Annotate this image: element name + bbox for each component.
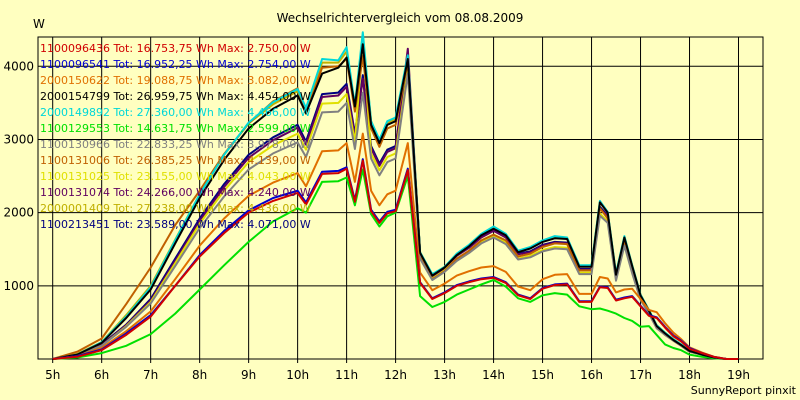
series-line: [52, 159, 739, 360]
legend-entry: 1100131025 Tot: 23.155,00 Wh Max: 4.043,…: [40, 170, 311, 183]
legend-entry: 2000001409 Tot: 27.238,00 Wh Max: 4.436,…: [40, 202, 311, 215]
legend-entry: 1100131074 Tot: 24.266,00 Wh Max: 4.240,…: [40, 186, 311, 199]
x-tick-label: 8h: [192, 368, 207, 382]
x-tick-label: 17h: [629, 368, 652, 382]
series-line: [52, 72, 739, 360]
x-tick-label: 16h: [580, 368, 603, 382]
x-tick-label: 9h: [241, 368, 256, 382]
x-tick-label: 19h: [727, 368, 750, 382]
axis-ticks: 1000 2000 3000 4000 5h 6h 7h 8h 9h 10h 11h 12h 13h 14…: [3, 59, 749, 382]
legend-entry: 2000154799 Tot: 26.959,75 Wh Max: 4.454,…: [40, 90, 311, 103]
legend-entry: 1100213451 Tot: 23.589,00 Wh Max: 4.071,…: [40, 218, 311, 231]
legend-entry: 1100131006 Tot: 26.385,25 Wh Max: 4.139,…: [40, 154, 311, 167]
series-line: [52, 132, 739, 360]
y-tick-label: 4000: [3, 59, 34, 73]
legend: 1100096436 Tot: 16.753,75 Wh Max: 2.750,…: [40, 42, 311, 231]
x-tick-label: 15h: [531, 368, 554, 382]
x-tick-label: 6h: [94, 368, 109, 382]
x-tick-label: 14h: [482, 368, 505, 382]
legend-entry: 1100130966 Tot: 22.833,25 Wh Max: 3.978,…: [40, 138, 311, 151]
x-tick-label: 7h: [143, 368, 158, 382]
series-lines: [52, 31, 739, 360]
x-tick-label: 10h: [286, 368, 309, 382]
legend-entry: 2000150622 Tot: 19.088,75 Wh Max: 3.082,…: [40, 74, 311, 87]
x-tick-label: 12h: [384, 368, 407, 382]
x-tick-label: 11h: [335, 368, 358, 382]
chart-title: Wechselrichtervergleich vom 08.08.2009: [277, 11, 524, 25]
y-tick-label: 3000: [3, 132, 34, 146]
footer-label: SunnyReport pinxit: [691, 384, 797, 397]
x-tick-label: 18h: [678, 368, 701, 382]
legend-entry: 1100129553 Tot: 14.631,75 Wh Max: 2.599,…: [40, 122, 311, 135]
y-axis-label: W: [33, 17, 45, 31]
x-tick-label: 13h: [433, 368, 456, 382]
x-tick-label: 5h: [45, 368, 60, 382]
legend-entry: 1100096541 Tot: 16.952,25 Wh Max: 2.754,…: [40, 58, 311, 71]
series-line: [52, 168, 739, 360]
y-tick-label: 1000: [3, 279, 34, 293]
legend-entry: 2000149892 Tot: 27.360,00 Wh Max: 4.466,…: [40, 106, 311, 119]
legend-entry: 1100096436 Tot: 16.753,75 Wh Max: 2.750,…: [40, 42, 311, 55]
y-tick-label: 2000: [3, 206, 34, 220]
